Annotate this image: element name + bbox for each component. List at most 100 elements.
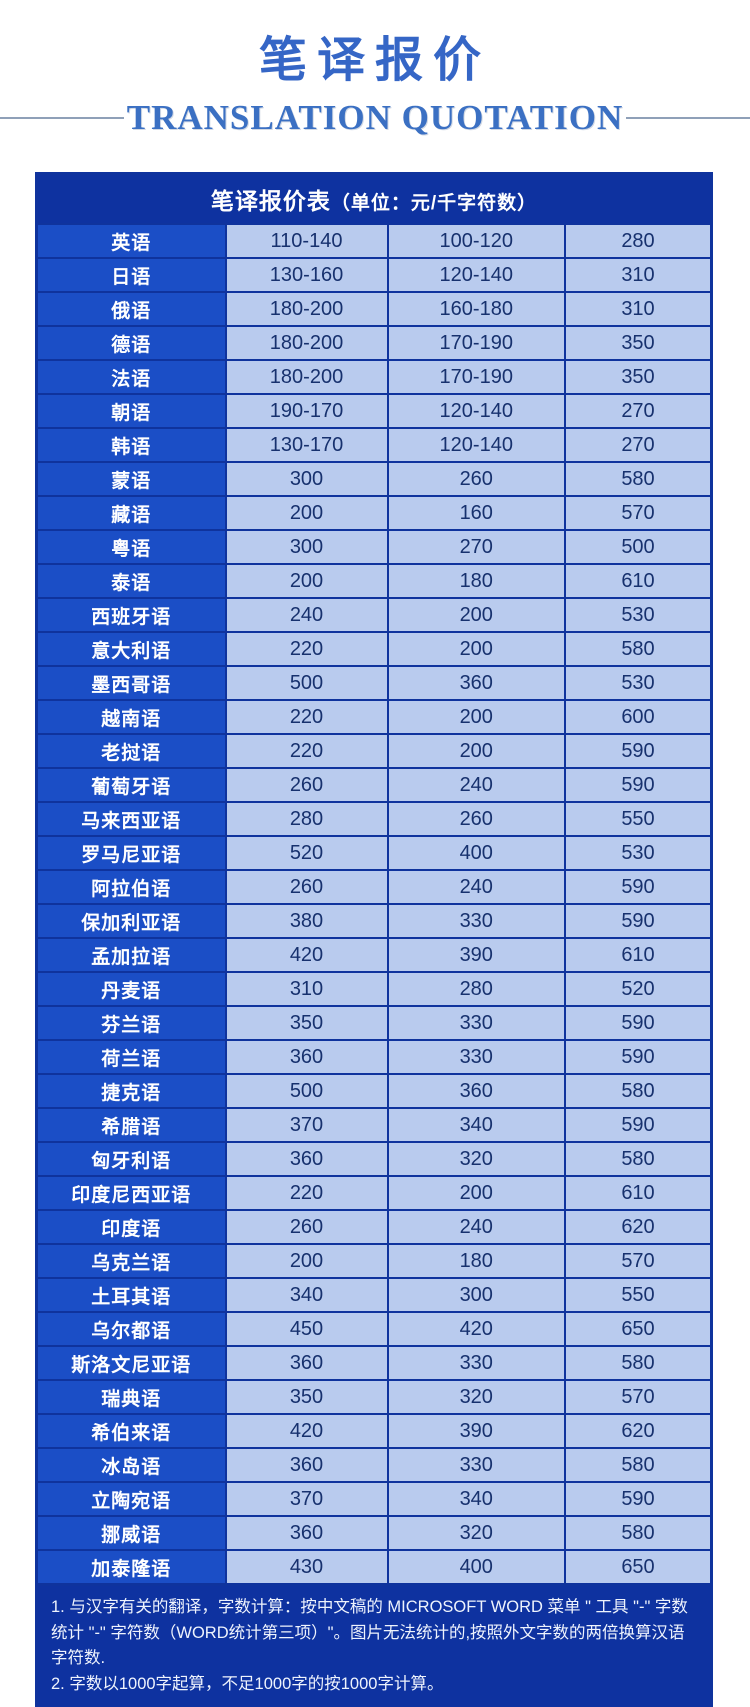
price-cell: 430 — [224, 1549, 389, 1586]
table-row: 越南语 220 200 600 — [35, 699, 713, 735]
table-row: 保加利亚语 380 330 590 — [35, 903, 713, 939]
price-cell: 240 — [386, 767, 567, 803]
language-cell: 墨西哥语 — [35, 665, 227, 701]
price-cell: 100-120 — [386, 223, 567, 259]
price-cell: 200 — [386, 597, 567, 633]
price-cell: 180 — [386, 563, 567, 599]
price-cell: 650 — [564, 1311, 713, 1347]
table-row: 乌克兰语 200 180 570 — [35, 1243, 713, 1279]
table-row: 冰岛语 360 330 580 — [35, 1447, 713, 1483]
table-row: 泰语 200 180 610 — [35, 563, 713, 599]
price-cell: 200 — [386, 733, 567, 769]
price-cell: 240 — [386, 869, 567, 905]
price-cell: 270 — [564, 427, 713, 463]
price-cell: 550 — [564, 1277, 713, 1313]
table-row: 希伯来语 420 390 620 — [35, 1413, 713, 1449]
price-cell: 420 — [224, 937, 389, 973]
price-cell: 260 — [224, 1209, 389, 1245]
price-cell: 120-140 — [386, 427, 567, 463]
right-rule-line — [626, 117, 750, 119]
table-row: 加泰隆语 430 400 650 — [35, 1549, 713, 1586]
price-cell: 280 — [224, 801, 389, 837]
language-cell: 西班牙语 — [35, 597, 227, 633]
price-cell: 360 — [224, 1447, 389, 1483]
price-cell: 580 — [564, 1345, 713, 1381]
price-cell: 330 — [386, 1345, 567, 1381]
price-cell: 220 — [224, 699, 389, 735]
language-cell: 阿拉伯语 — [35, 869, 227, 905]
price-cell: 580 — [564, 1141, 713, 1177]
price-cell: 580 — [564, 631, 713, 667]
price-cell: 240 — [224, 597, 389, 633]
price-cell: 620 — [564, 1413, 713, 1449]
table-row: 墨西哥语 500 360 530 — [35, 665, 713, 701]
table-row: 匈牙利语 360 320 580 — [35, 1141, 713, 1177]
language-cell: 越南语 — [35, 699, 227, 735]
price-cell: 200 — [386, 631, 567, 667]
language-cell: 俄语 — [35, 291, 227, 327]
table-row: 韩语 130-170 120-140 270 — [35, 427, 713, 463]
language-cell: 朝语 — [35, 393, 227, 429]
table-row: 粤语 300 270 500 — [35, 529, 713, 565]
price-cell: 590 — [564, 733, 713, 769]
language-cell: 意大利语 — [35, 631, 227, 667]
language-cell: 斯洛文尼亚语 — [35, 1345, 227, 1381]
language-cell: 土耳其语 — [35, 1277, 227, 1313]
table-row: 英语 110-140 100-120 280 — [35, 223, 713, 259]
price-cell: 420 — [224, 1413, 389, 1449]
language-cell: 希伯来语 — [35, 1413, 227, 1449]
footer-notes: 1. 与汉字有关的翻译，字数计算：按中文稿的 MICROSOFT WORD 菜单… — [35, 1586, 713, 1707]
page-title: 笔译报价 — [258, 34, 491, 87]
price-cell: 330 — [386, 1005, 567, 1041]
price-cell: 330 — [386, 1039, 567, 1075]
table-row: 孟加拉语 420 390 610 — [35, 937, 713, 973]
language-cell: 藏语 — [35, 495, 227, 531]
price-cell: 280 — [564, 223, 713, 259]
language-cell: 乌尔都语 — [35, 1311, 227, 1347]
price-cell: 200 — [386, 699, 567, 735]
language-cell: 老挝语 — [35, 733, 227, 769]
price-cell: 200 — [224, 1243, 389, 1279]
table-row: 瑞典语 350 320 570 — [35, 1379, 713, 1415]
price-cell: 590 — [564, 1039, 713, 1075]
language-cell: 韩语 — [35, 427, 227, 463]
quotation-block: 笔译报价表（单位：元/千字符数） 英语 110-140 100-120 280 日语 13… — [35, 172, 713, 1707]
table-row: 罗马尼亚语 520 400 530 — [35, 835, 713, 871]
price-cell: 220 — [224, 1175, 389, 1211]
price-cell: 160 — [386, 495, 567, 531]
price-cell: 610 — [564, 563, 713, 599]
language-cell: 蒙语 — [35, 461, 227, 497]
price-cell: 260 — [386, 801, 567, 837]
price-cell: 390 — [386, 937, 567, 973]
language-cell: 孟加拉语 — [35, 937, 227, 973]
price-cell: 580 — [564, 1447, 713, 1483]
table-row: 西班牙语 240 200 530 — [35, 597, 713, 633]
price-cell: 580 — [564, 461, 713, 497]
price-cell: 520 — [224, 835, 389, 871]
left-rule-line — [0, 117, 124, 119]
price-cell: 280 — [386, 971, 567, 1007]
note-2: 2. 字数以1000字起算，不足1000字的按1000字计算。 — [51, 1675, 444, 1694]
price-cell: 180-200 — [224, 359, 389, 395]
note-1: 1. 与汉字有关的翻译，字数计算：按中文稿的 MICROSOFT WORD 菜单… — [51, 1598, 688, 1668]
page-subtitle: TRANSLATION QUOTATION — [126, 98, 624, 137]
price-cell: 570 — [564, 495, 713, 531]
language-cell: 瑞典语 — [35, 1379, 227, 1415]
language-cell: 乌克兰语 — [35, 1243, 227, 1279]
price-cell: 570 — [564, 1243, 713, 1279]
price-cell: 570 — [564, 1379, 713, 1415]
table-row: 法语 180-200 170-190 350 — [35, 359, 713, 395]
price-cell: 590 — [564, 1481, 713, 1517]
price-cell: 620 — [564, 1209, 713, 1245]
price-cell: 310 — [564, 257, 713, 293]
price-cell: 590 — [564, 1005, 713, 1041]
price-cell: 520 — [564, 971, 713, 1007]
table-row: 藏语 200 160 570 — [35, 495, 713, 531]
language-cell: 立陶宛语 — [35, 1481, 227, 1517]
price-cell: 320 — [386, 1379, 567, 1415]
price-cell: 500 — [224, 665, 389, 701]
price-cell: 120-140 — [386, 257, 567, 293]
language-cell: 粤语 — [35, 529, 227, 565]
price-cell: 590 — [564, 767, 713, 803]
price-cell: 160-180 — [386, 291, 567, 327]
